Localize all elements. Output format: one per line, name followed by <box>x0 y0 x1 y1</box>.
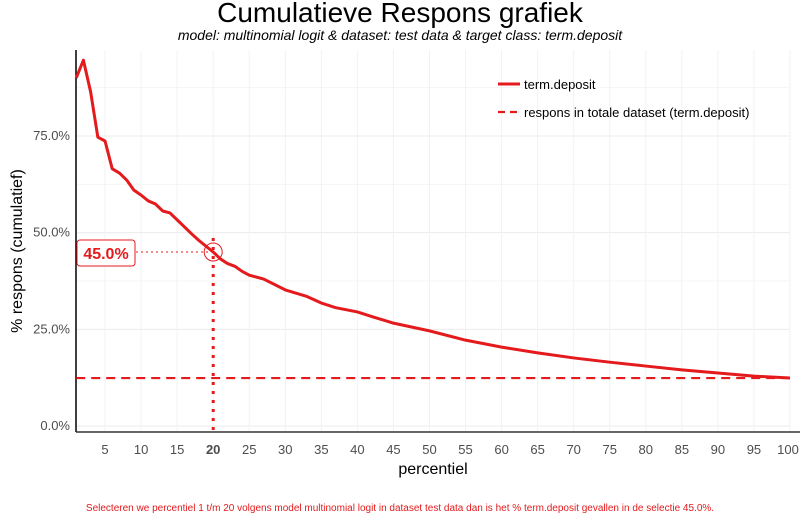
x-tick-label: 45 <box>386 442 400 457</box>
x-tick-label: 85 <box>675 442 689 457</box>
footnote: Selecteren we percentiel 1 t/m 20 volgen… <box>85 503 715 514</box>
y-axis-label: % respons (cumulatief) <box>9 169 26 333</box>
x-tick-label: 10 <box>134 442 148 457</box>
x-tick-label: 100 <box>777 442 799 457</box>
x-tick-label: 40 <box>350 442 364 457</box>
x-tick-label: 15 <box>170 442 184 457</box>
x-tick-label: 30 <box>278 442 292 457</box>
cumulative-response-line <box>74 58 791 380</box>
x-tick-label: 70 <box>566 442 580 457</box>
x-tick-label: 25 <box>242 442 256 457</box>
chart-subtitle: model: multinomial logit & dataset: test… <box>177 27 623 43</box>
legend-label: term.deposit <box>524 77 596 92</box>
annotation-label-box <box>76 239 136 267</box>
annotation-circle <box>203 242 223 262</box>
x-tick-label: 5 <box>101 442 108 457</box>
y-tick-label: 25.0% <box>33 321 70 336</box>
x-tick-label: 95 <box>747 442 761 457</box>
legend-label: respons in totale dataset (term.deposit) <box>524 105 749 120</box>
x-tick-label: 55 <box>458 442 472 457</box>
x-tick-label: 75 <box>603 442 617 457</box>
x-tick-label: 90 <box>711 442 725 457</box>
x-tick-label: 60 <box>494 442 508 457</box>
x-tick-label: 65 <box>530 442 544 457</box>
y-tick-label: 75.0% <box>33 128 70 143</box>
y-tick-label: 50.0% <box>33 225 70 240</box>
x-tick-label: 20 <box>206 442 220 457</box>
x-axis-label: percentiel <box>398 461 467 478</box>
y-tick-label: 0.0% <box>40 418 70 433</box>
x-tick-label: 80 <box>639 442 653 457</box>
chart-title: Cumulatieve Respons grafiek <box>217 0 583 28</box>
x-tick-label: 35 <box>314 442 328 457</box>
annotation-label: 45.0% <box>83 246 128 263</box>
x-tick-label: 50 <box>422 442 436 457</box>
